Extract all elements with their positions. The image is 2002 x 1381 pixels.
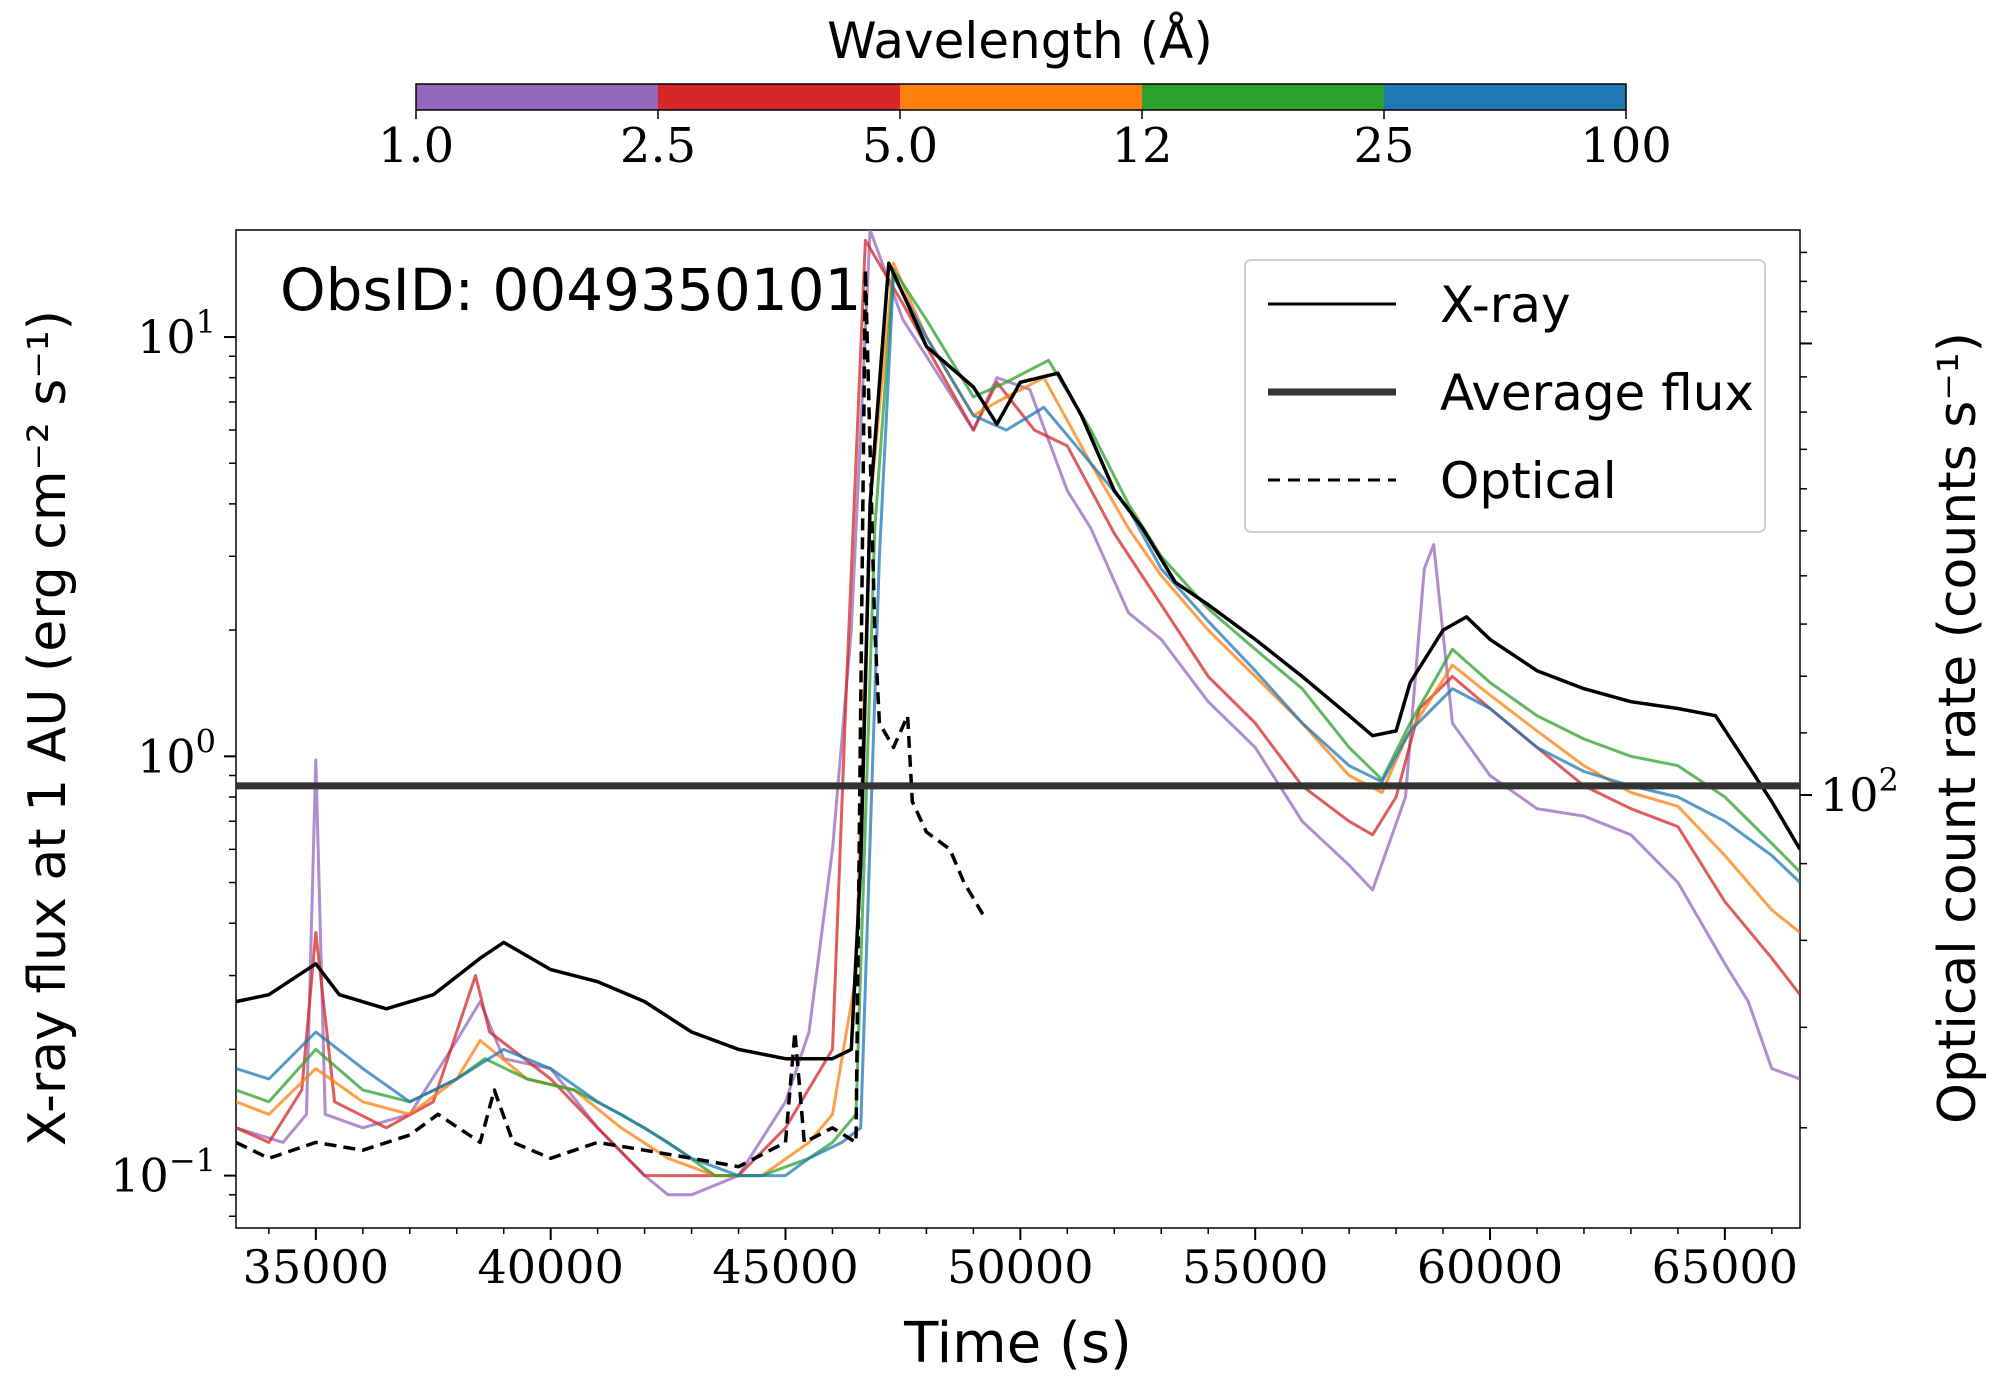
x-tick-label: 65000 — [1652, 1240, 1798, 1294]
x-tick-label: 55000 — [1182, 1240, 1328, 1294]
legend-box — [1244, 259, 1766, 533]
series-line — [236, 261, 1800, 1061]
series-line — [236, 274, 1800, 1178]
legend-label-average: Average flux — [1440, 364, 1754, 422]
series-line — [236, 267, 1800, 1178]
x-tick-label: 60000 — [1417, 1240, 1563, 1294]
right-tick-label: 102 — [1820, 761, 1899, 822]
series-line — [236, 267, 985, 1169]
colorbar-tick-label: 1.0 — [378, 118, 454, 174]
y-tick-label: 10−1 — [110, 1142, 216, 1203]
y-axis-label-right: Optical count rate (counts s⁻¹) — [1928, 332, 1988, 1124]
x-tick-label: 35000 — [243, 1240, 389, 1294]
x-tick-label: 45000 — [712, 1240, 858, 1294]
colorbar-tick-label: 100 — [1580, 118, 1672, 174]
colorbar-segment — [416, 84, 659, 110]
obsid-label: ObsID: 0049350101 — [280, 256, 861, 324]
colorbar-tick-label: 5.0 — [862, 118, 938, 174]
colorbar-frame — [415, 83, 1627, 111]
colorbar-title: Wavelength (Å) — [827, 12, 1213, 70]
y-tick-label: 101 — [137, 303, 216, 364]
colorbar-segment — [658, 84, 901, 110]
colorbar-tick-label: 25 — [1353, 118, 1414, 174]
y-tick-label: 100 — [137, 722, 216, 783]
colorbar-tick-label: 12 — [1111, 118, 1172, 174]
x-tick-label: 50000 — [947, 1240, 1093, 1294]
legend-label-optical: Optical — [1440, 452, 1617, 510]
colorbar-segment — [1384, 84, 1627, 110]
y-axis-label-left: X-ray flux at 1 AU (erg cm⁻² s⁻¹) — [18, 310, 78, 1146]
legend-label-xray: X-ray — [1440, 276, 1571, 334]
x-axis-label: Time (s) — [903, 1311, 1132, 1376]
colorbar-tick-label: 2.5 — [620, 118, 696, 174]
colorbar-segment — [900, 84, 1143, 110]
legend: X-ray Average flux Optical — [1244, 259, 1766, 533]
colorbar: Wavelength (Å) 1.0 2.5 5.0 12 25 100 — [378, 12, 1672, 174]
colorbar-segment — [1142, 84, 1385, 110]
x-tick-label: 40000 — [478, 1240, 624, 1294]
